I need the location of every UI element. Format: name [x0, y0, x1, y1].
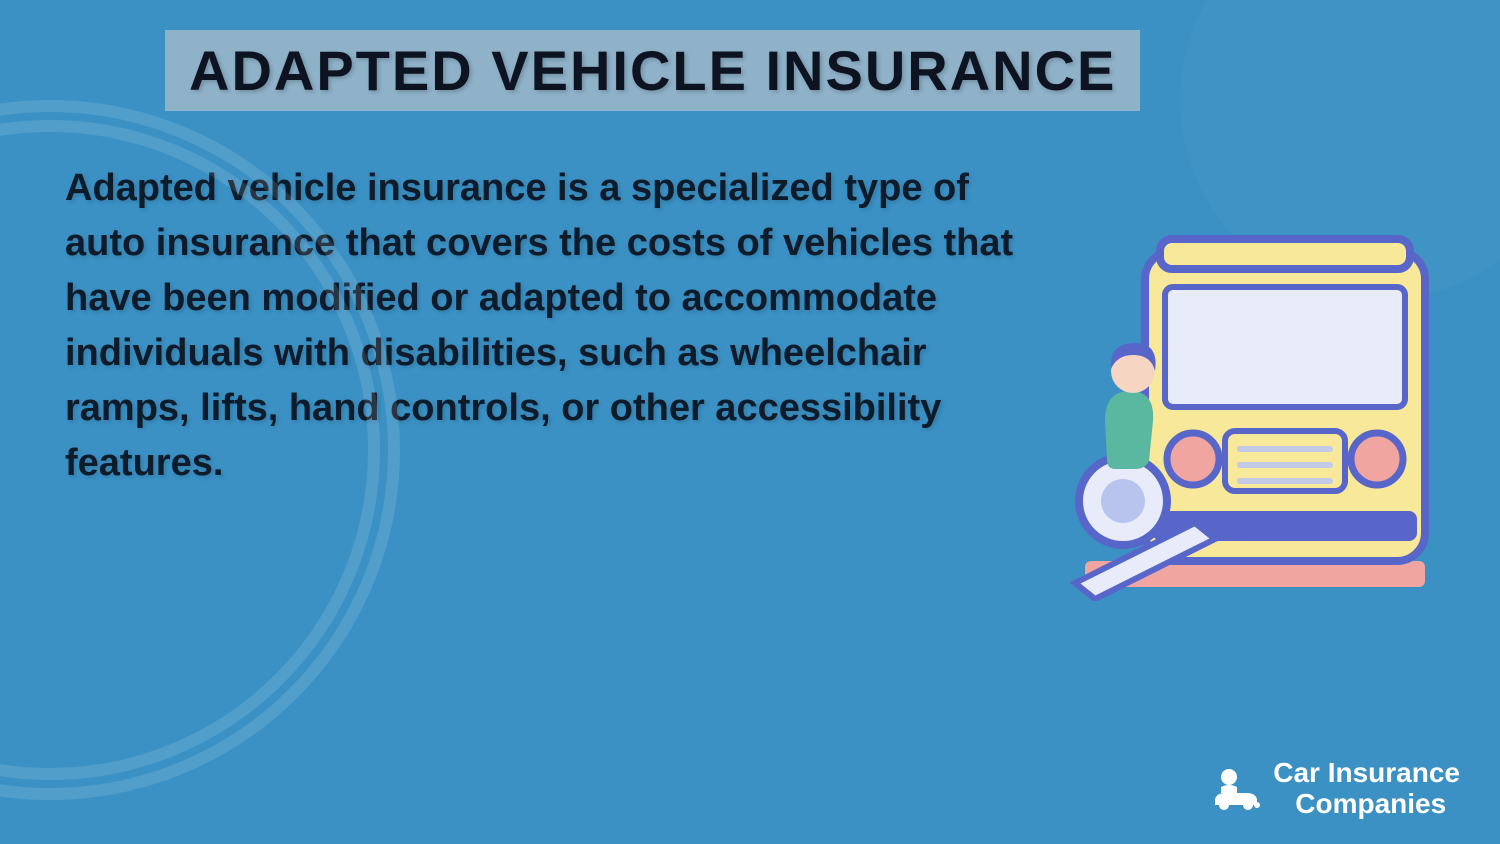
page-title: ADAPTED VEHICLE INSURANCE	[189, 38, 1116, 103]
title-band: ADAPTED VEHICLE INSURANCE	[165, 30, 1140, 111]
logo-line-2: Companies	[1273, 789, 1460, 820]
brand-logo: Car Insurance Companies	[1211, 758, 1460, 820]
car-person-icon	[1211, 767, 1261, 811]
bus-wheelchair-illustration	[1045, 221, 1435, 601]
logo-text: Car Insurance Companies	[1273, 758, 1460, 820]
logo-line-1: Car Insurance	[1273, 758, 1460, 789]
infographic-card: ADAPTED VEHICLE INSURANCE Adapted vehicl…	[0, 0, 1500, 844]
